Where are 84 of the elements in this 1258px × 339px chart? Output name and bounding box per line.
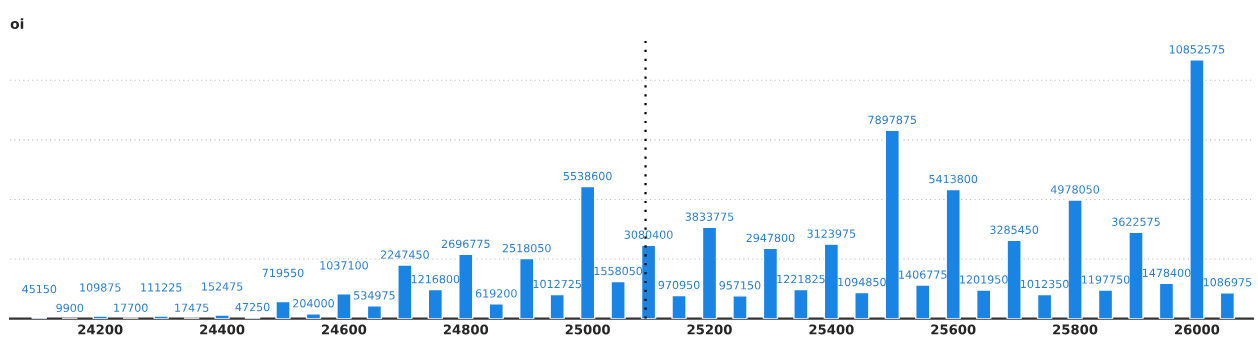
bar: [366, 305, 383, 319]
bar: [397, 264, 413, 319]
bar: [975, 289, 992, 319]
bar: [854, 291, 870, 319]
data-label: 204000: [293, 299, 334, 308]
data-label: 45150: [22, 284, 57, 294]
bar: [1006, 239, 1022, 319]
bar: [671, 294, 687, 319]
data-label: 1197750: [1082, 275, 1130, 284]
x-tick-label: 24600: [322, 324, 367, 335]
bar: [1067, 199, 1083, 319]
data-label: 1201950: [960, 275, 1008, 284]
x-tick-label: 25800: [1053, 324, 1098, 335]
x-tick-label: 24800: [443, 324, 489, 335]
data-label: 2247450: [380, 250, 429, 259]
data-label: 1478400: [1142, 268, 1191, 278]
data-label: 3833775: [685, 212, 734, 221]
bar: [275, 300, 291, 319]
bar: [640, 244, 657, 319]
x-tick-label: 25400: [809, 324, 854, 335]
data-label: 109875: [80, 283, 121, 292]
bar: [336, 293, 352, 319]
data-label: 5413800: [929, 174, 978, 184]
data-label: 1037100: [320, 261, 368, 270]
bar: [92, 315, 108, 319]
x-tick-label: 25600: [931, 324, 976, 335]
bar: [1158, 282, 1175, 319]
x-tick-label: 24400: [200, 324, 245, 335]
data-label: 5538600: [563, 171, 612, 181]
data-label: 111225: [141, 283, 182, 292]
data-label: 719550: [262, 268, 304, 278]
bar: [1036, 293, 1053, 319]
bar: [915, 284, 931, 319]
data-label: 152475: [202, 282, 243, 291]
data-label: 10852575: [1169, 45, 1225, 54]
data-label: 2947800: [746, 233, 795, 243]
bar: [1189, 59, 1205, 319]
data-label: 970950: [658, 280, 700, 290]
data-label: 17475: [175, 303, 209, 312]
data-label: 2696775: [441, 239, 490, 249]
bar: [884, 129, 900, 319]
bar: [732, 295, 748, 319]
bar: [549, 293, 565, 319]
x-tick-label: 25000: [565, 324, 610, 335]
data-label: 1086975: [1203, 278, 1252, 287]
bar: [214, 314, 230, 319]
bar: [823, 243, 840, 319]
bar: [793, 288, 809, 319]
bar: [610, 280, 626, 319]
data-label: 3080400: [624, 230, 673, 239]
bar: [519, 257, 535, 319]
data-label: 619200: [475, 289, 517, 298]
bar: [458, 253, 474, 319]
bar: [427, 288, 444, 319]
data-label: 1221825: [777, 274, 825, 284]
data-label: 1012350: [1021, 279, 1069, 289]
data-label: 2518050: [502, 243, 551, 253]
bar: [579, 185, 596, 319]
data-label: 3285450: [990, 225, 1039, 234]
y-axis-title: oi: [10, 18, 24, 29]
bar: [1219, 292, 1236, 319]
x-tick-label: 24200: [78, 324, 123, 335]
data-label: 9900: [56, 303, 84, 313]
data-label: 3123975: [807, 229, 856, 238]
data-label: 3622575: [1112, 217, 1160, 226]
bar: [701, 226, 718, 319]
data-label: 7897875: [868, 115, 917, 125]
data-label: 1094850: [838, 277, 886, 287]
bar: [488, 303, 504, 319]
x-tick-label: 25200: [687, 324, 732, 335]
data-label: 1012725: [533, 279, 581, 289]
bar: [762, 247, 779, 319]
x-tick-label: 26000: [1175, 324, 1220, 335]
data-label: 1406775: [899, 270, 947, 279]
bar: [945, 188, 961, 319]
bar: [1128, 231, 1144, 319]
data-label: 1558050: [594, 266, 643, 276]
data-label: 17700: [114, 303, 148, 312]
data-label: 4978050: [1050, 185, 1100, 194]
bar: [153, 315, 169, 319]
bar: [1097, 289, 1114, 319]
data-label: 957150: [719, 281, 761, 290]
data-label: 534975: [354, 291, 395, 300]
data-label: 47250: [235, 302, 270, 312]
